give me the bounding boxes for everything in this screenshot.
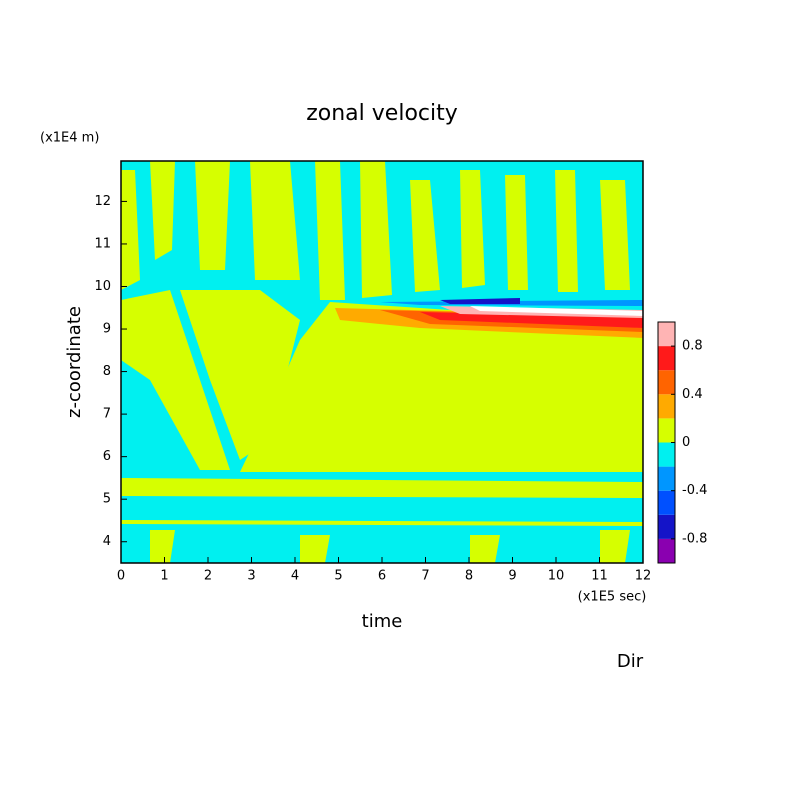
field-region: [505, 175, 528, 290]
y-tick-label: 9: [103, 322, 111, 337]
x-unit: (x1E5 sec): [578, 590, 647, 605]
colorbar-bin: [658, 466, 675, 491]
field-region: [150, 530, 175, 563]
colorbar-bin: [658, 514, 675, 539]
colorbar-tick-label: -0.4: [682, 483, 707, 498]
contour-field: [121, 161, 643, 563]
x-tick-label: 9: [508, 569, 516, 584]
field-region: [315, 161, 345, 300]
field-region: [300, 535, 330, 563]
field-region: [121, 478, 643, 498]
field-region: [420, 312, 643, 328]
y-tick-label: 11: [94, 236, 111, 251]
colorbar-tick-label: -0.8: [682, 531, 707, 546]
field-region: [150, 161, 175, 260]
field-region: [470, 535, 500, 563]
field-region: [460, 170, 485, 288]
x-tick-label: 11: [591, 569, 608, 584]
field-region: [240, 302, 643, 472]
field-region: [410, 180, 440, 292]
colorbar-bin: [658, 490, 675, 515]
x-axis-label: time: [362, 611, 403, 632]
y-tick-label: 12: [94, 194, 111, 209]
field-region: [121, 170, 140, 290]
colorbar-bin: [658, 538, 675, 563]
x-tick-label: 8: [465, 569, 473, 584]
y-axis-label: z-coordinate: [64, 306, 85, 418]
field-region: [600, 180, 630, 290]
y-tick-label: 7: [103, 407, 111, 422]
y-unit: (x1E4 m): [40, 131, 99, 146]
y-tick-label: 10: [94, 279, 111, 294]
x-tick-label: 4: [291, 569, 299, 584]
x-tick-label: 2: [204, 569, 212, 584]
y-tick-label: 8: [103, 364, 111, 379]
field-positive: [121, 161, 643, 563]
x-tick-label: 1: [160, 569, 168, 584]
x-tick-label: 5: [334, 569, 342, 584]
field-region: [121, 520, 643, 526]
field-region: [470, 306, 643, 316]
colorbar-bin: [658, 322, 675, 347]
colorbar-tick-label: 0.4: [682, 387, 703, 402]
y-tick-label: 5: [103, 492, 111, 507]
field-region: [195, 161, 230, 270]
x-tick-label: 3: [247, 569, 255, 584]
colorbar-tick-label: 0.8: [682, 339, 703, 354]
colorbar-bin: [658, 442, 675, 467]
chart-title: zonal velocity: [306, 101, 458, 126]
field-region: [121, 290, 230, 470]
field-region: [600, 530, 630, 563]
colorbar-bin: [658, 418, 675, 443]
colorbar-bin: [658, 346, 675, 371]
field-region: [250, 161, 300, 280]
y-tick-label: 4: [103, 534, 111, 549]
field-region: [360, 161, 392, 298]
colorbar-bin: [658, 394, 675, 419]
x-tick-label: 7: [421, 569, 429, 584]
annotation: Dir: [617, 651, 644, 672]
x-tick-label: 0: [117, 569, 125, 584]
colorbar-tick-label: 0: [682, 435, 690, 450]
x-tick-label: 6: [378, 569, 386, 584]
field-region: [180, 290, 300, 460]
y-tick-label: 6: [103, 449, 111, 464]
x-tick-label: 12: [635, 569, 652, 584]
field-region: [440, 298, 520, 304]
colorbar-bin: [658, 370, 675, 395]
field-region: [555, 170, 578, 292]
x-tick-label: 10: [548, 569, 565, 584]
